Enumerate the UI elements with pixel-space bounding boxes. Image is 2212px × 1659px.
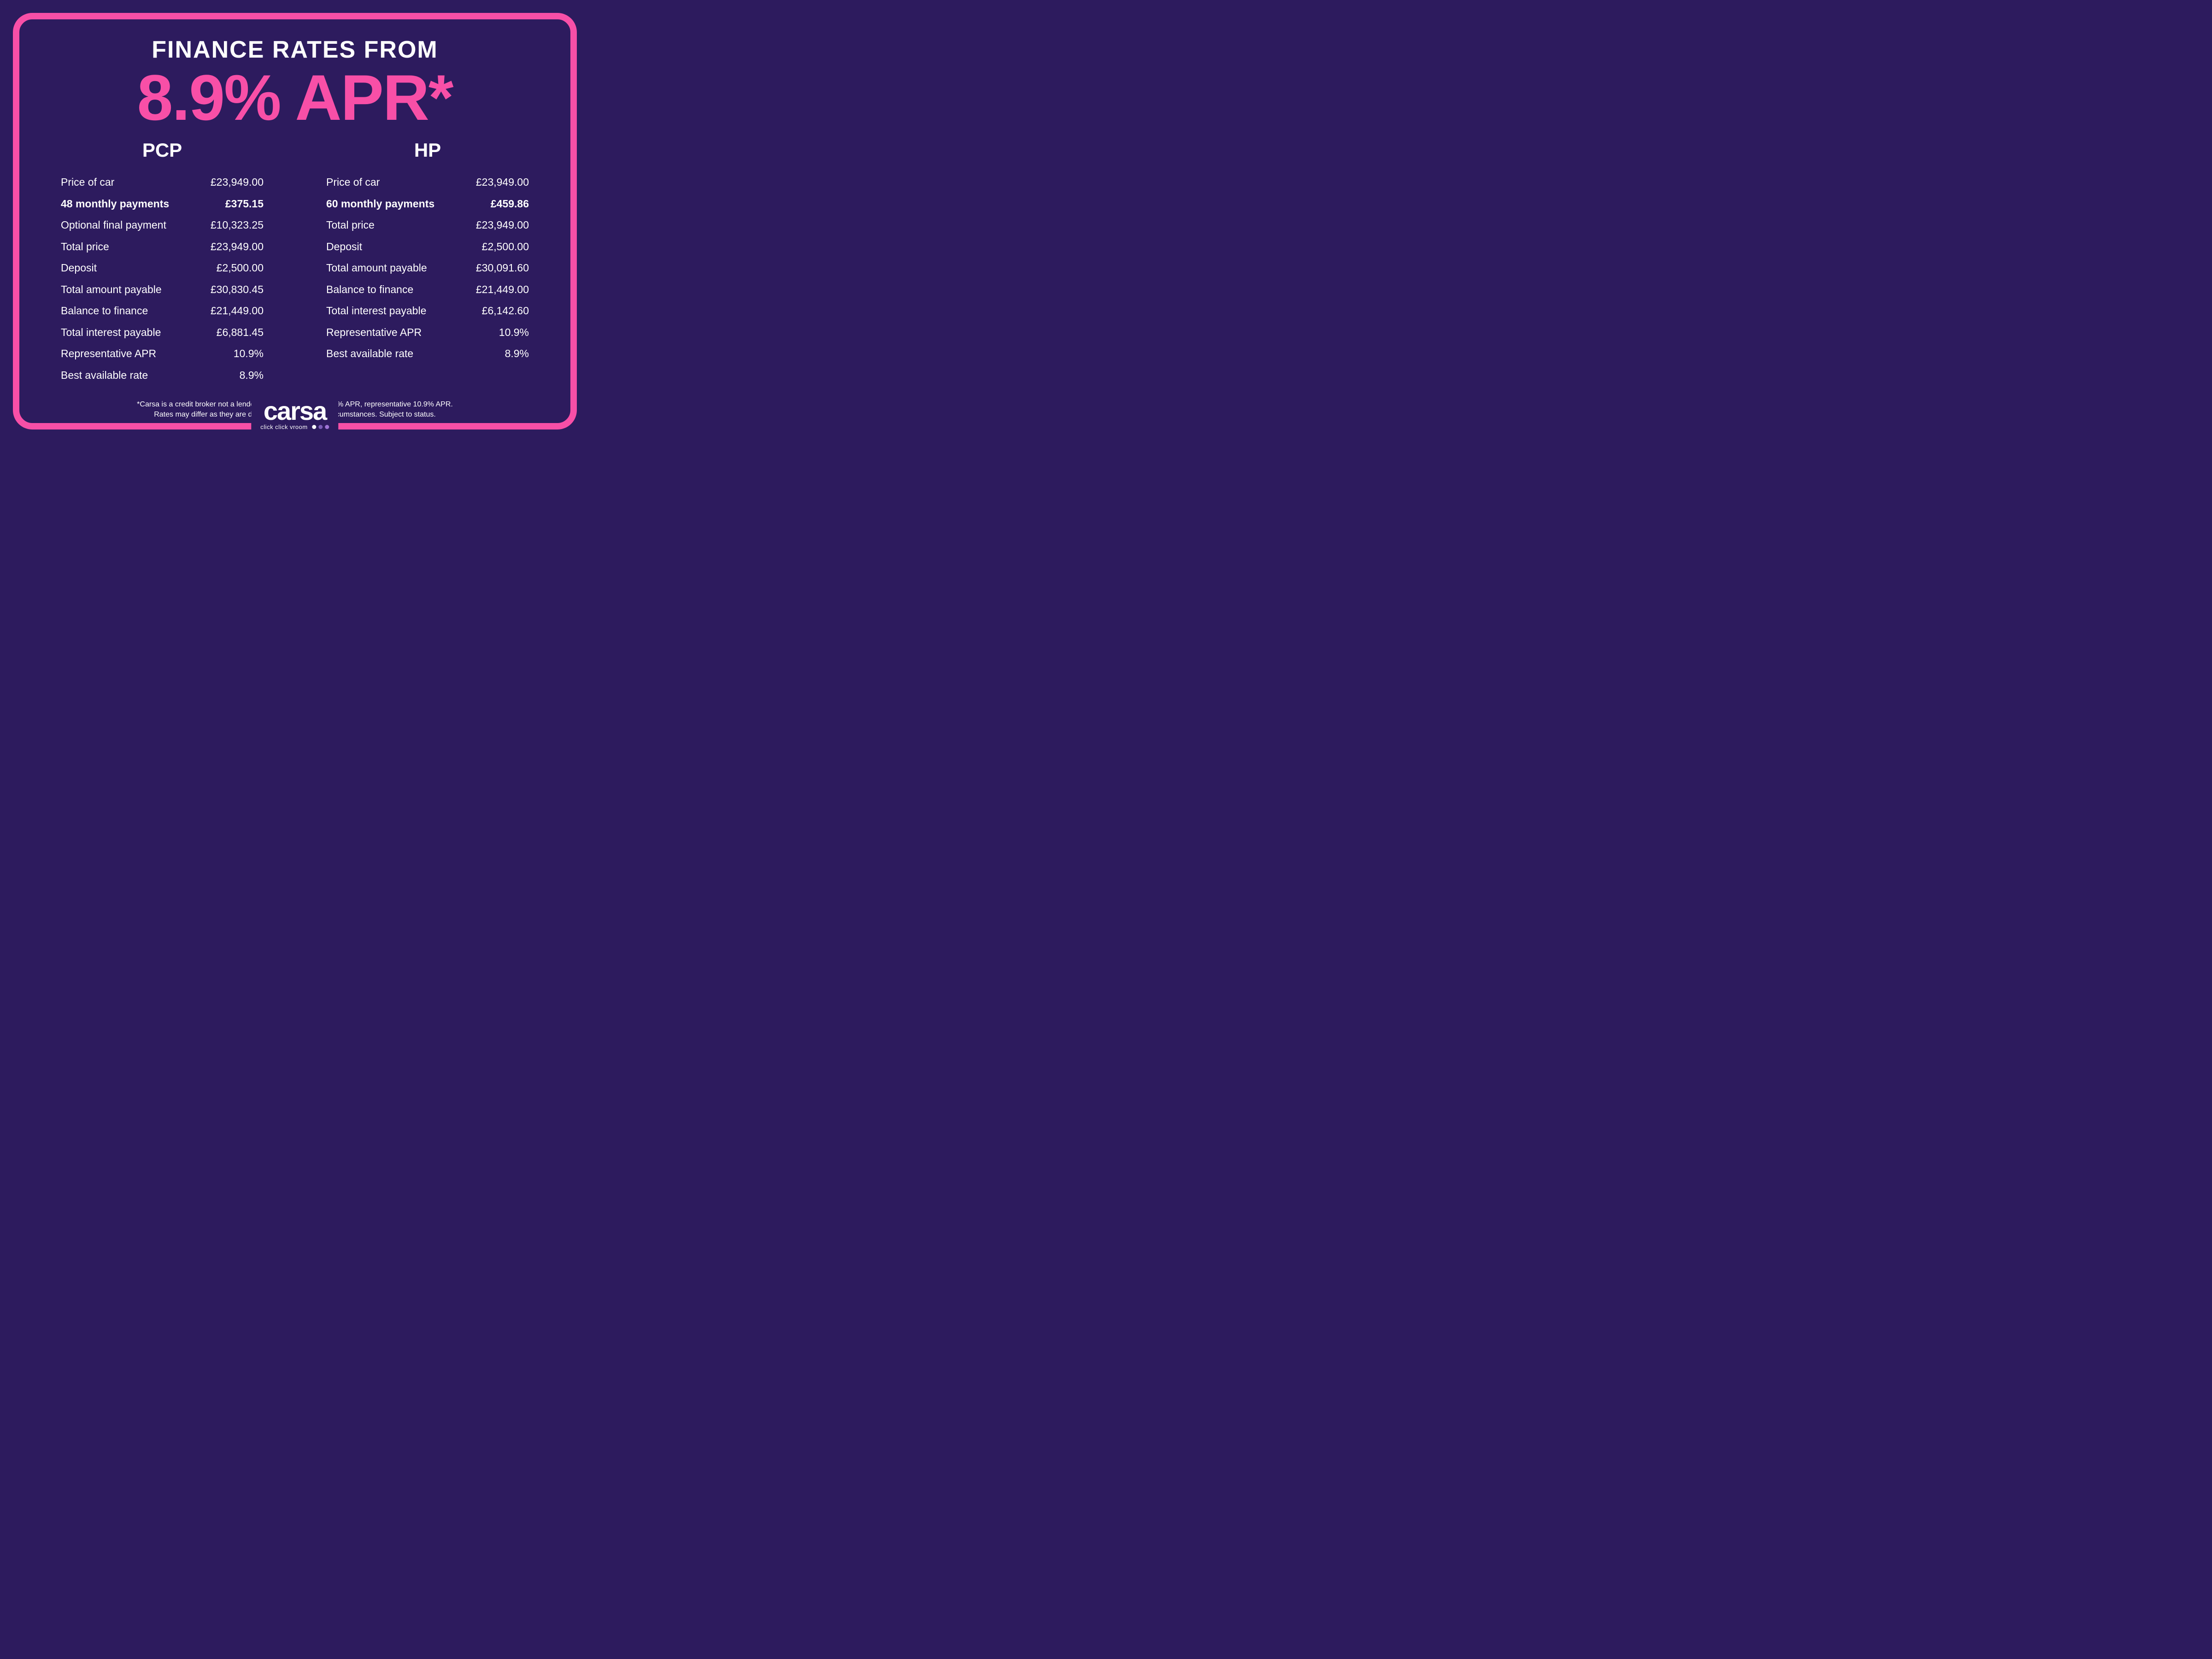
row-value: £23,949.00 [211, 239, 264, 255]
table-row: Optional final payment £10,323.25 [61, 214, 264, 236]
row-label: Best available rate [326, 346, 413, 362]
row-value: £23,949.00 [476, 217, 529, 233]
table-row: Total amount payable £30,830.45 [61, 279, 264, 300]
row-value: 8.9% [240, 367, 264, 383]
logo-text: carsa [264, 400, 326, 423]
row-label: Total interest payable [326, 303, 426, 319]
table-row: 48 monthly payments £375.15 [61, 193, 264, 215]
pcp-column: PCP Price of car £23,949.00 48 monthly pay… [61, 139, 264, 386]
row-value: 8.9% [505, 346, 529, 362]
table-row: Representative APR 10.9% [326, 322, 529, 343]
row-value: 10.9% [234, 346, 264, 362]
row-label: Balance to finance [326, 282, 413, 298]
table-row: Price of car £23,949.00 [61, 171, 264, 193]
row-value: £2,500.00 [482, 239, 529, 255]
table-row: Deposit £2,500.00 [61, 257, 264, 279]
row-label: Price of car [61, 174, 114, 190]
table-row: Price of car £23,949.00 [326, 171, 529, 193]
table-row: Balance to finance £21,449.00 [326, 279, 529, 300]
row-label: Optional final payment [61, 217, 166, 233]
row-label: Deposit [61, 260, 97, 276]
title-rate: 8.9% APR* [137, 65, 453, 130]
row-label: 48 monthly payments [61, 196, 169, 212]
table-row: Representative APR 10.9% [61, 343, 264, 365]
dot-icon [312, 425, 317, 429]
table-row: Total price £23,949.00 [61, 236, 264, 258]
hp-title: HP [326, 139, 529, 161]
table-row: Total price £23,949.00 [326, 214, 529, 236]
row-value: £375.15 [225, 196, 264, 212]
row-label: Balance to finance [61, 303, 148, 319]
logo-tagline: click click vroom [260, 424, 329, 430]
dot-icon [319, 425, 323, 429]
row-value: £30,091.60 [476, 260, 529, 276]
table-row: Best available rate 8.9% [326, 343, 529, 365]
table-row: Total interest payable £6,142.60 [326, 300, 529, 322]
table-row: Best available rate 8.9% [61, 365, 264, 386]
row-label: Representative APR [326, 324, 422, 341]
row-label: Total price [326, 217, 375, 233]
finance-columns: PCP Price of car £23,949.00 48 monthly pay… [47, 139, 543, 386]
row-label: Total price [61, 239, 109, 255]
logo-dots [312, 425, 329, 429]
row-value: £23,949.00 [211, 174, 264, 190]
row-value: £21,449.00 [211, 303, 264, 319]
row-label: Price of car [326, 174, 380, 190]
row-label: Best available rate [61, 367, 148, 383]
row-value: £30,830.45 [211, 282, 264, 298]
logo-tagline-text: click click vroom [260, 424, 307, 430]
row-label: Total interest payable [61, 324, 161, 341]
promo-frame: FINANCE RATES FROM 8.9% APR* PCP Price o… [13, 13, 577, 429]
row-value: £6,142.60 [482, 303, 529, 319]
table-row: Total interest payable £6,881.45 [61, 322, 264, 343]
title-top: FINANCE RATES FROM [152, 36, 438, 64]
row-value: £2,500.00 [217, 260, 264, 276]
row-label: Total amount payable [326, 260, 427, 276]
row-label: Representative APR [61, 346, 156, 362]
row-value: £10,323.25 [211, 217, 264, 233]
table-row: 60 monthly payments £459.86 [326, 193, 529, 215]
table-row: Total amount payable £30,091.60 [326, 257, 529, 279]
row-label: Total amount payable [61, 282, 162, 298]
dot-icon [325, 425, 329, 429]
table-row: Balance to finance £21,449.00 [61, 300, 264, 322]
hp-rows: Price of car £23,949.00 60 monthly payment… [326, 171, 529, 365]
row-value: £459.86 [491, 196, 529, 212]
hp-column: HP Price of car £23,949.00 60 monthly paym… [326, 139, 529, 386]
row-value: £6,881.45 [217, 324, 264, 341]
pcp-title: PCP [61, 139, 264, 161]
row-value: £21,449.00 [476, 282, 529, 298]
logo: carsa click click vroom [251, 400, 338, 430]
row-label: Deposit [326, 239, 362, 255]
pcp-rows: Price of car £23,949.00 48 monthly payment… [61, 171, 264, 386]
table-row: Deposit £2,500.00 [326, 236, 529, 258]
row-value: 10.9% [499, 324, 529, 341]
row-label: 60 monthly payments [326, 196, 434, 212]
row-value: £23,949.00 [476, 174, 529, 190]
